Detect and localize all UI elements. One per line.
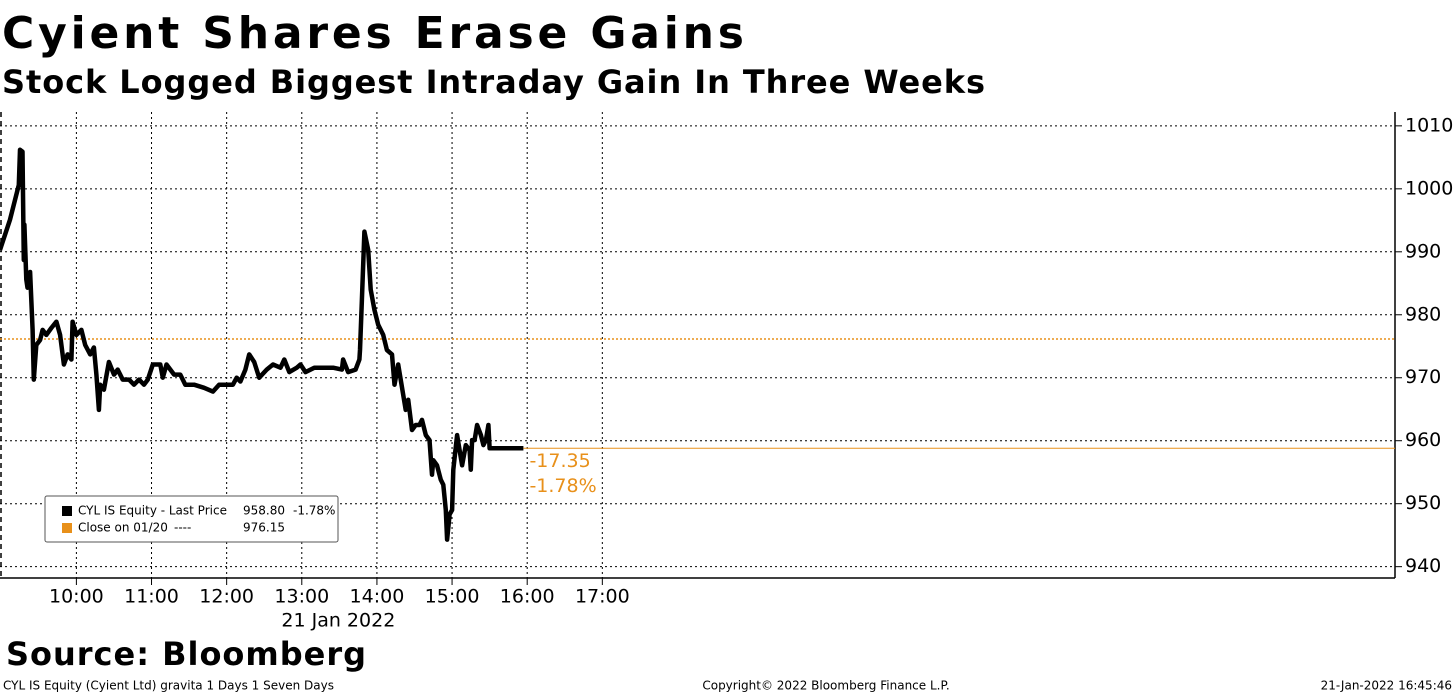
x-axis-label: 21 Jan 2022 bbox=[281, 610, 395, 632]
x-tick-label: 10:00 bbox=[49, 586, 104, 608]
footer-left: CYL IS Equity (Cyient Ltd) gravita 1 Day… bbox=[3, 679, 334, 693]
change-annotation: -1.78% bbox=[529, 475, 596, 497]
x-tick-label: 13:00 bbox=[274, 586, 329, 608]
legend-value: 958.80 bbox=[243, 504, 285, 518]
x-tick-label: 15:00 bbox=[425, 586, 480, 608]
x-tick-label: 17:00 bbox=[575, 586, 630, 608]
legend-name: Close on 01/20 bbox=[78, 521, 168, 535]
legend-change: -1.78% bbox=[293, 504, 335, 518]
legend-swatch bbox=[62, 523, 72, 533]
y-tick-label: 960 bbox=[1405, 429, 1441, 451]
chart-subtitle: Stock Logged Biggest Intraday Gain In Th… bbox=[2, 63, 985, 101]
footer-center: Copyright© 2022 Bloomberg Finance L.P. bbox=[702, 679, 949, 693]
y-tick-label: 940 bbox=[1405, 555, 1441, 577]
legend-box bbox=[44, 495, 339, 543]
y-tick-label: 1000 bbox=[1405, 177, 1453, 199]
x-tick-label: 11:00 bbox=[124, 586, 179, 608]
source: Source: Bloomberg bbox=[6, 635, 366, 673]
y-tick-label: 970 bbox=[1405, 366, 1441, 388]
y-tick-label: 990 bbox=[1405, 240, 1441, 262]
legend-dash: ---- bbox=[174, 521, 191, 535]
chart-title: Cyient Shares Erase Gains bbox=[2, 8, 744, 59]
legend-value: 976.15 bbox=[243, 521, 285, 535]
y-tick-label: 1010 bbox=[1405, 114, 1453, 136]
price-line bbox=[0, 147, 524, 542]
x-tick-label: 12:00 bbox=[199, 586, 254, 608]
x-tick-label: 16:00 bbox=[500, 586, 555, 608]
x-tick-label: 14:00 bbox=[350, 586, 405, 608]
legend-swatch bbox=[62, 506, 72, 516]
y-tick-label: 950 bbox=[1405, 492, 1441, 514]
legend-name: CYL IS Equity - Last Price bbox=[78, 504, 227, 518]
y-tick-label: 980 bbox=[1405, 303, 1441, 325]
change-annotation: -17.35 bbox=[529, 450, 590, 472]
footer-right: 21-Jan-2022 16:45:46 bbox=[1321, 679, 1452, 693]
